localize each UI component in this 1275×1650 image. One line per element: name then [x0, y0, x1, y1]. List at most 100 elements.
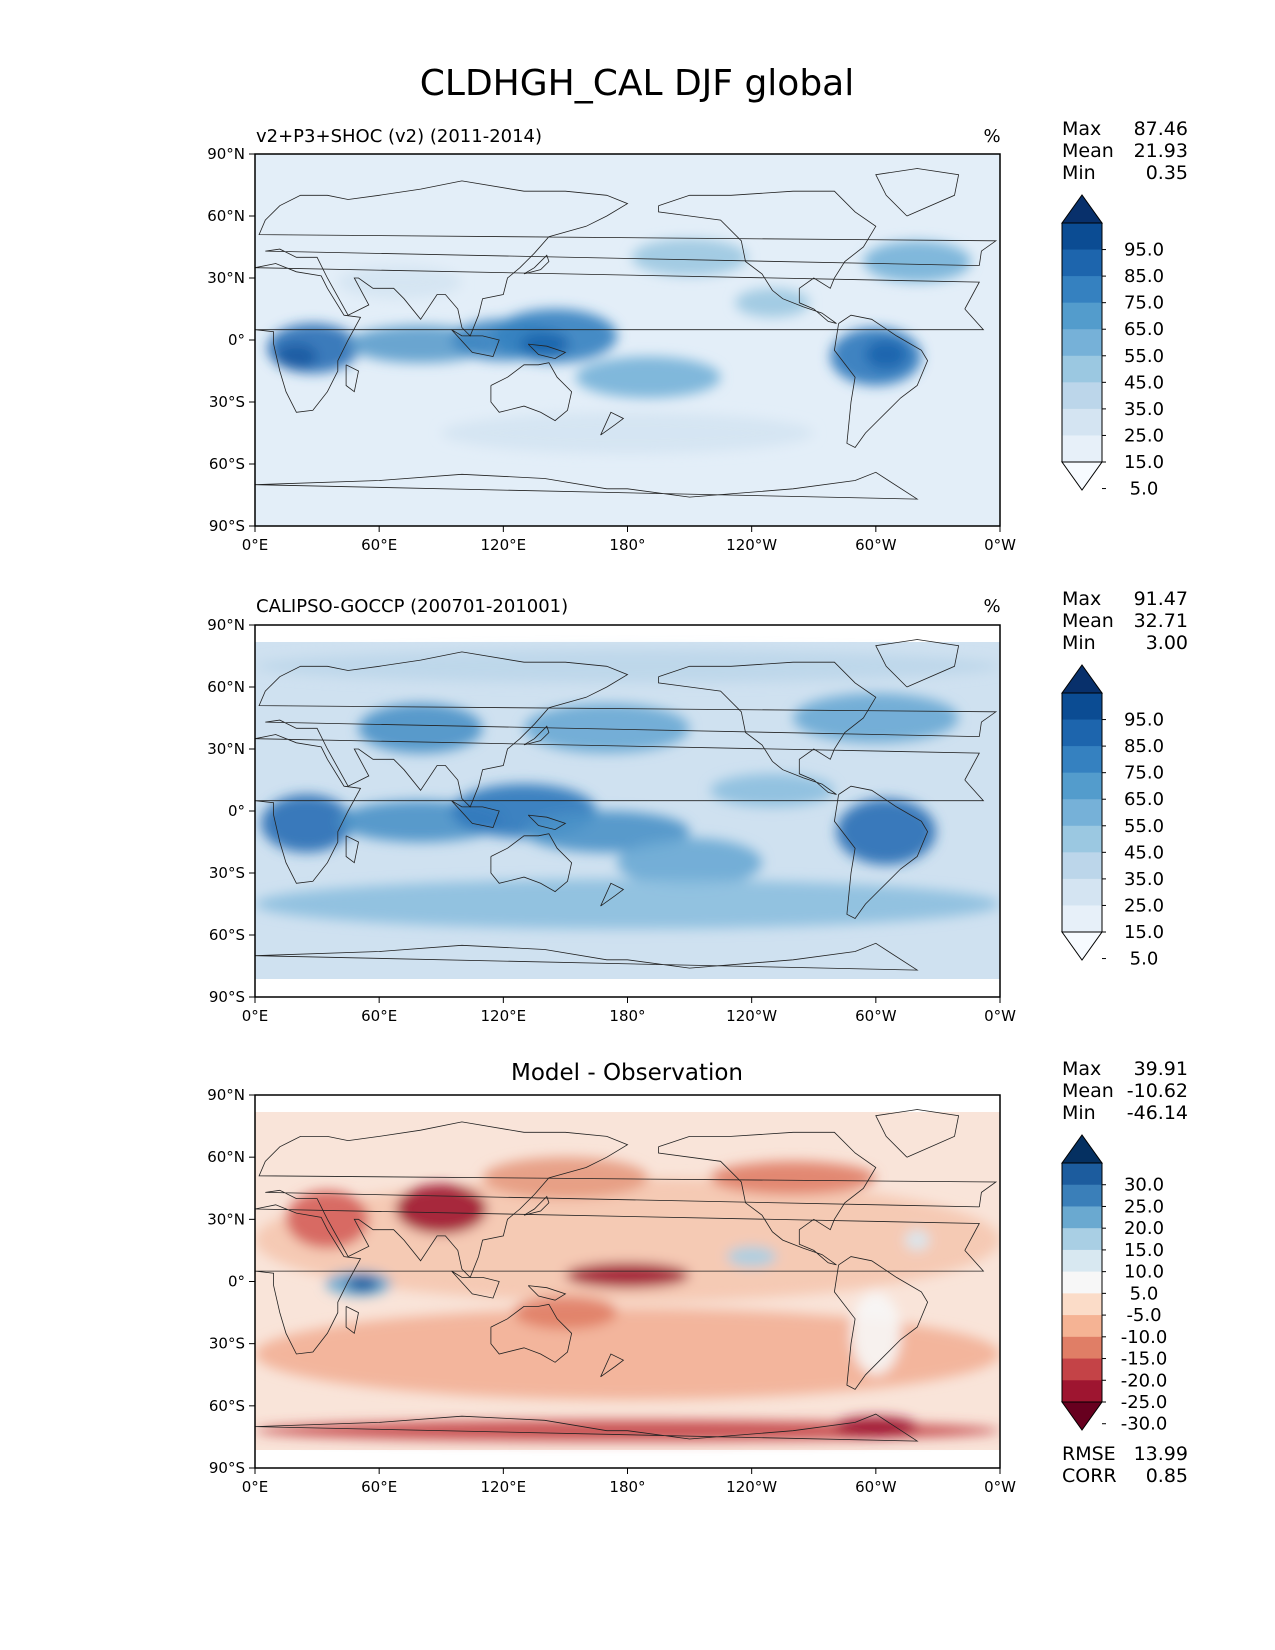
coastlines-obs	[255, 639, 998, 971]
coastline	[255, 1204, 985, 1355]
colorbar-segment	[1062, 825, 1102, 853]
panel-model: v2+P3+SHOC (v2) (2011-2014) % 90°N 60°N 30…	[207, 118, 1188, 554]
lat-tick-label: 0°	[228, 802, 245, 820]
coastline	[527, 343, 567, 360]
field-blob	[565, 1262, 690, 1288]
lat-tick-label: 60°N	[207, 207, 245, 225]
lat-tick-label: 30°N	[207, 740, 245, 758]
panel-diff: Model - Observation 90°N 60°N 30°N 0° 30°S 60…	[207, 1058, 1188, 1496]
colorbar-tick-label: 15.0	[1124, 922, 1164, 943]
coastline	[658, 190, 877, 324]
coastline	[875, 168, 960, 217]
coastline	[345, 835, 359, 864]
lon-tick-label: 0°W	[984, 1007, 1016, 1025]
coastline	[833, 1256, 929, 1390]
lon-tick-label: 0°W	[984, 1478, 1016, 1496]
coastline	[523, 254, 550, 275]
field-blob	[441, 412, 814, 454]
coastline	[523, 725, 550, 746]
lat-tick-label: 90°S	[209, 517, 245, 535]
lat-tick-label: 60°N	[207, 678, 245, 696]
stats-model: Max 87.46 Mean 21.93 Min 0.35	[1062, 118, 1188, 184]
colorbar-model: 95.0 85.0 75.0 65.0 55.0 45.0 35.0 25.0 15.0 5.0	[1061, 194, 1164, 500]
colorbar-segment	[1062, 1184, 1102, 1207]
panel-obs: CALIPSO-GOCCP (200701-201001) % 90°N 60°N…	[207, 588, 1188, 1025]
colorbar-tick-label: 75.0	[1124, 763, 1164, 784]
field-blob	[524, 703, 690, 754]
colorbar-segment	[1062, 905, 1102, 933]
colorbar-segment	[1062, 878, 1102, 906]
stat-value: 13.99	[1134, 1443, 1188, 1465]
field-blob	[710, 773, 835, 807]
lon-tick-label: 60°W	[855, 1007, 897, 1025]
field-blob	[726, 1246, 777, 1267]
colorbar-tick-label: -5.0	[1126, 1305, 1161, 1326]
coastline	[345, 1306, 359, 1335]
lon-tick-label: 120°W	[726, 536, 777, 554]
coastline	[527, 814, 567, 831]
lat-tick-label: 90°N	[207, 145, 245, 163]
lon-tick-label: 120°E	[481, 536, 527, 554]
panel-model-title: v2+P3+SHOC (v2) (2011-2014)	[256, 126, 542, 147]
map-field-obs	[255, 625, 1000, 997]
lon-tick-label: 60°W	[855, 1478, 897, 1496]
field-blob	[863, 240, 972, 283]
colorbar-frame	[1061, 692, 1103, 933]
stat-value: 21.93	[1134, 140, 1188, 162]
coastline	[258, 180, 998, 337]
colorbar-tick-label: 65.0	[1124, 789, 1164, 810]
stat-label: Mean	[1062, 610, 1114, 632]
colorbar-tick-label: -10.0	[1121, 1327, 1168, 1348]
lon-tick-label: 180°	[609, 1478, 645, 1496]
stat-value: -46.14	[1127, 1102, 1188, 1124]
stat-label: Max	[1062, 118, 1101, 140]
colorbar-tick-label: -25.0	[1121, 1392, 1168, 1413]
lat-tick-label: 60°N	[207, 1148, 245, 1166]
lat-tick-label: 30°N	[207, 269, 245, 287]
stat-label: CORR	[1062, 1465, 1117, 1487]
colorbar-tick-label: 20.0	[1124, 1218, 1164, 1239]
colorbar-tick-label: 25.0	[1124, 425, 1164, 446]
colorbar-tick-label: -15.0	[1121, 1349, 1168, 1370]
field-blob	[735, 288, 810, 318]
field-blob	[482, 1157, 649, 1199]
colorbar-segment	[1062, 1358, 1102, 1381]
coastline	[600, 882, 625, 907]
colorbar-segment	[1062, 329, 1102, 357]
panel-diff-title: Model - Observation	[511, 1060, 743, 1086]
stat-value: 91.47	[1134, 588, 1188, 610]
coastline	[255, 734, 985, 884]
colorbar-extend-bottom	[1061, 461, 1103, 491]
colorbar-segment	[1062, 1315, 1102, 1338]
colorbar-segment	[1062, 772, 1102, 800]
colorbar-tick-label: 55.0	[1124, 346, 1164, 367]
stat-label: RMSE	[1062, 1443, 1116, 1465]
colorbar-segment	[1062, 1228, 1102, 1251]
colorbar-segment	[1062, 435, 1102, 463]
colorbar-frame	[1061, 222, 1103, 463]
figure-title: CLDHGH_CAL DJF global	[420, 63, 855, 104]
lon-tick-label: 0°E	[242, 536, 269, 554]
lat-tick-label: 60°S	[209, 455, 245, 473]
colorbar-segment	[1062, 1380, 1102, 1403]
colorbar-tick-label: 35.0	[1124, 869, 1164, 890]
coastline	[833, 314, 929, 449]
colorbar-segment	[1062, 693, 1102, 721]
lat-tick-label: 90°N	[207, 1086, 245, 1104]
colorbar-segment	[1062, 746, 1102, 774]
stat-label: Min	[1062, 162, 1096, 184]
field-blob	[346, 1275, 380, 1292]
lat-tick-label: 0°	[228, 331, 245, 349]
colorbar-tick-label: 25.0	[1124, 1196, 1164, 1217]
colorbar-extend-top	[1061, 1134, 1103, 1164]
coastline	[255, 263, 985, 413]
lat-tick-label: 30°S	[209, 1335, 245, 1353]
lon-tick-label: 0°W	[984, 536, 1016, 554]
colorbar-tick-label: 5.0	[1130, 949, 1159, 970]
field-blob	[358, 703, 483, 754]
colorbar-segment	[1062, 276, 1102, 304]
lon-tick-label: 60°W	[855, 536, 897, 554]
lon-tick-label: 120°W	[726, 1478, 777, 1496]
colorbar-segment	[1062, 1271, 1102, 1294]
colorbar-frame	[1061, 1162, 1103, 1403]
